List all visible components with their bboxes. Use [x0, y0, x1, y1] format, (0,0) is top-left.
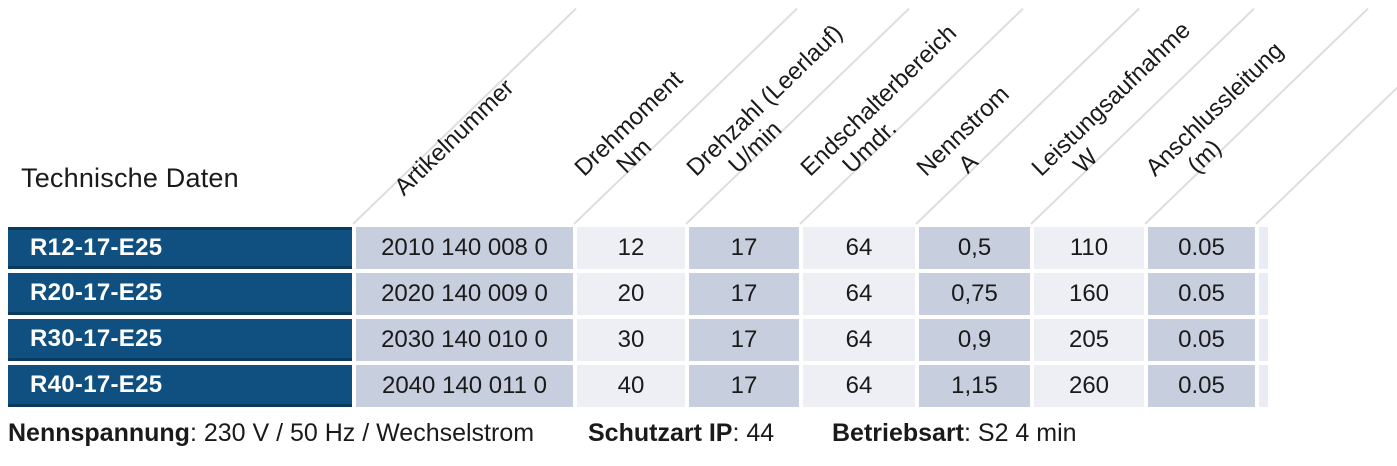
- cell-artikelnummer: 2040 140 011 0: [356, 365, 573, 407]
- column-header-label: Artikelnummer: [389, 74, 520, 201]
- footer-value: : 230 V / 50 Hz / Wechselstrom: [189, 419, 535, 447]
- row-label: R30-17-E25: [8, 319, 352, 361]
- spacer-cell: [1259, 227, 1268, 269]
- cell-endschalterbereich: 64: [803, 227, 915, 269]
- row-label: R20-17-E25: [8, 273, 352, 315]
- cell-drehzahl: 17: [689, 365, 799, 407]
- cell-leistungsaufnahme: 205: [1034, 319, 1144, 361]
- footer-value: : S2 4 min: [964, 419, 1077, 447]
- spacer-cell: [1259, 319, 1268, 361]
- footer-label: Schutzart IP: [588, 419, 733, 447]
- cell-drehzahl: 17: [689, 227, 799, 269]
- row-label: R12-17-E25: [8, 227, 352, 269]
- cell-nennstrom: 1,15: [919, 365, 1030, 407]
- cell-drehmoment: 30: [577, 319, 685, 361]
- row-label: R40-17-E25: [8, 365, 352, 407]
- header-divider-line: [1255, 7, 1397, 225]
- cell-anschlussleitung: 0.05: [1148, 365, 1255, 407]
- footer-value: : 44: [732, 419, 775, 447]
- cell-leistungsaufnahme: 160: [1034, 273, 1144, 315]
- table-header: Artikelnummer Drehmoment Nm Drehzahl (Le…: [0, 0, 1397, 227]
- cell-artikelnummer: 2020 140 009 0: [356, 273, 573, 315]
- cell-anschlussleitung: 0.05: [1148, 273, 1255, 315]
- cell-leistungsaufnahme: 260: [1034, 365, 1144, 407]
- cell-artikelnummer: 2010 140 008 0: [356, 227, 573, 269]
- page-title: Technische Daten: [21, 163, 239, 193]
- cell-artikelnummer: 2030 140 010 0: [356, 319, 573, 361]
- cell-leistungsaufnahme: 110: [1034, 227, 1144, 269]
- cell-nennstrom: 0,9: [919, 319, 1030, 361]
- footer-schutzart: Schutzart IP: 44: [588, 419, 774, 448]
- footer-label: Betriebsart: [832, 419, 964, 447]
- table-body: R12-17-E25 2010 140 008 0 12 17 64 0,5 1…: [8, 227, 1268, 407]
- column-header-drehmoment: Drehmoment Nm: [569, 66, 706, 201]
- cell-drehmoment: 40: [577, 365, 685, 407]
- cell-anschlussleitung: 0.05: [1148, 319, 1255, 361]
- footer-nennspannung: Nennspannung: 230 V / 50 Hz / Wechselstr…: [8, 419, 534, 448]
- cell-endschalterbereich: 64: [803, 319, 915, 361]
- footer-label: Nennspannung: [8, 419, 190, 447]
- cell-drehmoment: 12: [577, 227, 685, 269]
- cell-endschalterbereich: 64: [803, 273, 915, 315]
- footer-betriebsart: Betriebsart: S2 4 min: [832, 419, 1077, 448]
- cell-nennstrom: 0,5: [919, 227, 1030, 269]
- spacer-cell: [1259, 273, 1268, 315]
- spacer-cell: [1259, 365, 1268, 407]
- cell-nennstrom: 0,75: [919, 273, 1030, 315]
- cell-drehmoment: 20: [577, 273, 685, 315]
- cell-endschalterbereich: 64: [803, 365, 915, 407]
- cell-drehzahl: 17: [689, 273, 799, 315]
- cell-drehzahl: 17: [689, 319, 799, 361]
- cell-anschlussleitung: 0.05: [1148, 227, 1255, 269]
- column-header-artikelnummer: Artikelnummer: [389, 74, 519, 201]
